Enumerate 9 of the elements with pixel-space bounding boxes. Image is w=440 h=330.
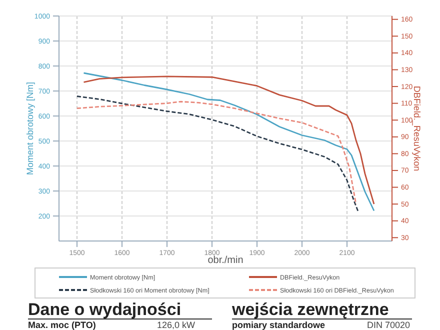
- y-axis-title: Moment obrotowy [Nm]: [25, 82, 35, 176]
- text: Dane o wydajności: [28, 300, 182, 319]
- text: Max. moc (PTO): [28, 320, 96, 330]
- x-axis-title: obr./min: [208, 255, 244, 266]
- text: DIN 70020: [366, 320, 410, 330]
- text: 126,0 kW: [156, 320, 196, 330]
- y2-axis-title: DBField._ResuVykon: [412, 86, 422, 172]
- text: pomiary standardowe: [232, 320, 326, 330]
- text: wejścia zewnętrzne: [231, 300, 389, 319]
